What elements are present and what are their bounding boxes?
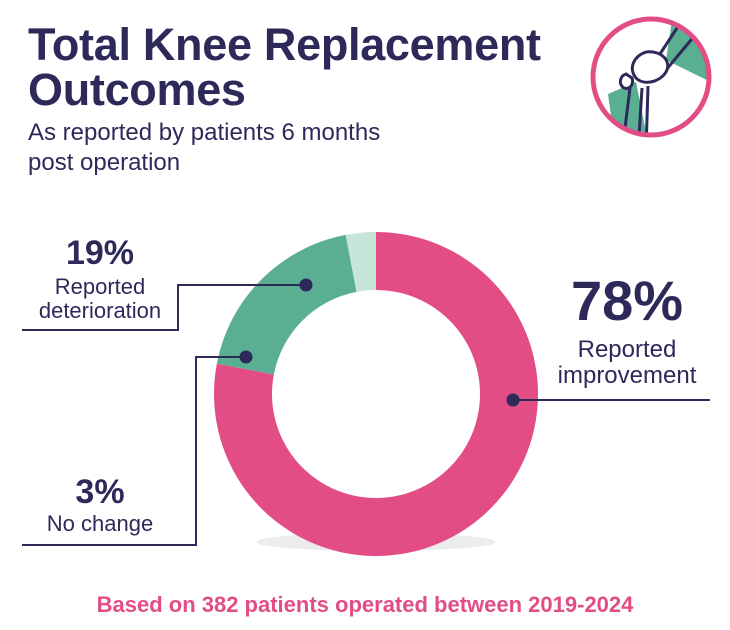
- value-label-improvement: 78%: [571, 269, 683, 332]
- subtitle: As reported by patients 6 months post op…: [28, 118, 488, 178]
- leader-dot-deterioration: [299, 278, 313, 292]
- category-label-improvement-line2: improvement: [558, 362, 697, 389]
- leader-line-deterioration: [22, 284, 306, 331]
- page-title: Total Knee Replacement Outcomes: [28, 22, 541, 112]
- category-label-improvement-line1: Reported: [578, 336, 677, 363]
- leader-dot-no-change: [239, 350, 253, 364]
- donut-slices: [213, 232, 539, 556]
- leader-lines: [22, 284, 710, 546]
- donut-slice-deterioration: [216, 234, 357, 375]
- subtitle-line-2: post operation: [28, 149, 181, 176]
- subtitle-line-1: As reported by patients 6 months: [28, 119, 381, 146]
- value-label-no-change: 3%: [75, 473, 124, 511]
- leader-line-no-change: [22, 356, 246, 546]
- value-label-deterioration: 19%: [66, 234, 134, 272]
- donut-slice-improvement: [213, 232, 539, 556]
- category-label-deterioration-line1: Reported: [55, 274, 146, 299]
- title-line-2: Outcomes: [28, 64, 246, 115]
- category-label-deterioration-line2: deterioration: [39, 298, 161, 323]
- knee-joint-icon: [590, 16, 712, 138]
- category-label-no-change: No change: [47, 511, 153, 536]
- donut-slice-no-change: [345, 232, 376, 292]
- footnote: Based on 382 patients operated between 2…: [96, 592, 634, 617]
- title-line-1: Total Knee Replacement: [28, 19, 541, 70]
- leader-dot-improvement: [506, 393, 520, 407]
- leader-dots: [239, 278, 520, 407]
